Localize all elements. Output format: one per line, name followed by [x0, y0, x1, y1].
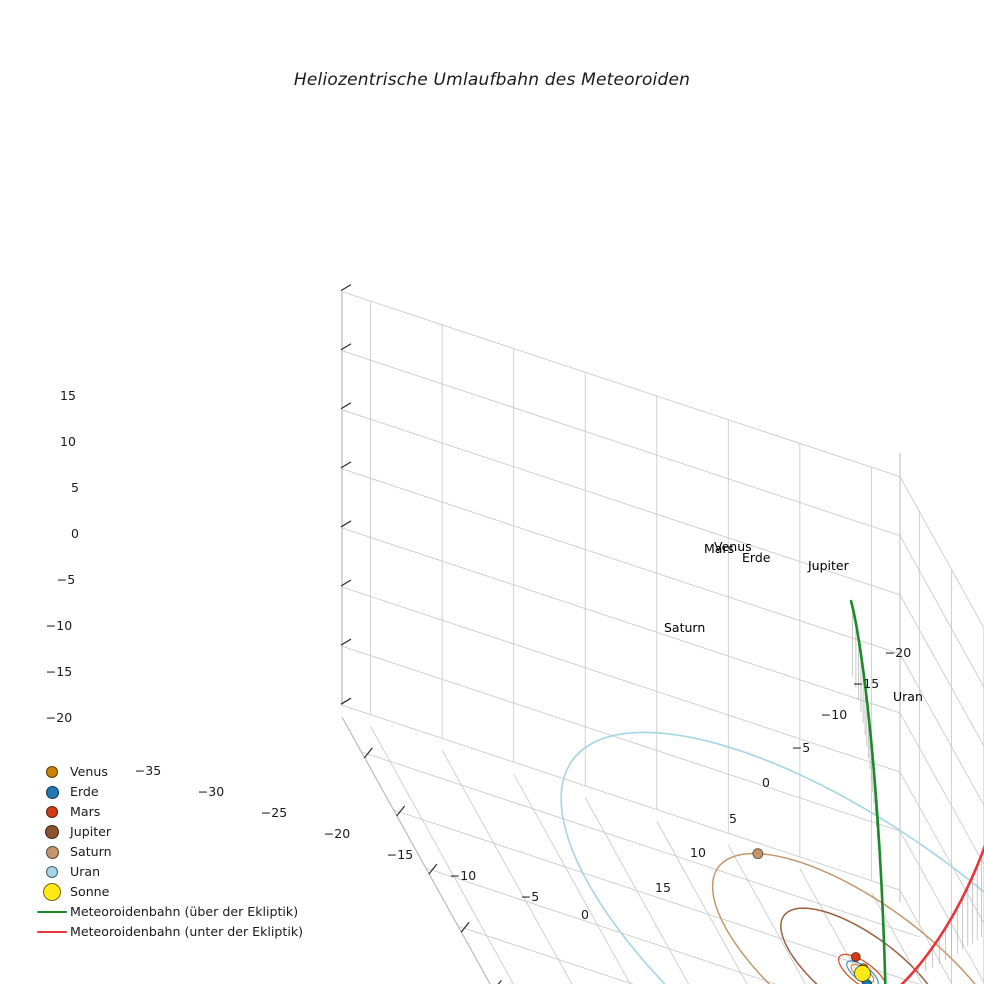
legend-marker-mars [34, 806, 70, 818]
orbit-uran [560, 731, 984, 984]
y-tick-label: 10 [690, 845, 706, 860]
z-tick-label: −20 [46, 710, 72, 725]
legend-marker-uran [34, 866, 70, 878]
z-tick-label: −5 [57, 572, 75, 587]
planet-label-jupiter: Jupiter [807, 558, 850, 573]
x-tick-label: −35 [135, 763, 161, 778]
legend-label: Venus [70, 764, 108, 779]
legend-item[interactable]: Mars [34, 802, 334, 822]
legend-label: Erde [70, 784, 99, 799]
pane-grid-floor [361, 726, 923, 984]
legend-label: Saturn [70, 844, 112, 859]
x-tick-label: −5 [521, 889, 539, 904]
y-tick-label: −20 [885, 645, 911, 660]
planet-label-erde: Erde [742, 550, 771, 565]
legend-item[interactable]: Venus [34, 762, 334, 782]
x-tick-label: −20 [324, 826, 350, 841]
planet-label-mars: Mars [704, 541, 734, 556]
legend-item[interactable]: Uran [34, 862, 334, 882]
y-tick-label: 5 [729, 811, 737, 826]
axis-tick-labels: 15 10 5 0 −5 −10 −15 −20 −35 −30 −25 −20 −15 −10 −5 0 −2… [46, 388, 911, 922]
pane-grid-right [341, 291, 901, 891]
legend-label: Jupiter [70, 824, 112, 839]
trajectory-drop-lines [852, 607, 982, 984]
planet-markers [752, 848, 873, 984]
meteoroid-trajectory [849, 599, 984, 984]
y-tick-label: −10 [821, 707, 847, 722]
legend-item[interactable]: Meteoroidenbahn (über der Ekliptik) [34, 902, 334, 922]
legend-item[interactable]: Saturn [34, 842, 334, 862]
planet-label-uran: Uran [893, 689, 923, 704]
marker-saturn [752, 848, 764, 860]
legend-item[interactable]: Jupiter [34, 822, 334, 842]
y-tick-label: 15 [655, 880, 671, 895]
x-tick-label: −30 [198, 784, 224, 799]
z-tick-label: −10 [46, 618, 72, 633]
trajectory-above-ecliptic [849, 599, 887, 984]
legend-marker-venus [34, 766, 70, 778]
legend-label: Meteoroidenbahn (unter der Ekliptik) [70, 924, 304, 939]
marker-mars [850, 952, 861, 962]
legend-item[interactable]: Meteoroidenbahn (unter der Ekliptik) [34, 922, 334, 942]
z-tick-label: −15 [46, 664, 72, 679]
z-tick-label: 5 [71, 480, 79, 495]
legend-marker-saturn [34, 845, 70, 859]
planet-label-venus: Venus [714, 539, 752, 554]
legend-label: Uran [70, 864, 101, 879]
pane-grid-left [899, 476, 984, 984]
axis-spines [341, 291, 901, 984]
legend-marker-jupiter [34, 825, 70, 839]
legend: Venus Erde Mars Jupiter Saturn Uran Sonn… [34, 762, 334, 942]
y-tick-label: −5 [792, 740, 810, 755]
chart-title: Heliozentrische Umlaufbahn des Meteoroid… [293, 70, 691, 90]
legend-label: Meteoroidenbahn (über der Ekliptik) [70, 904, 299, 919]
axis-tick-marks [340, 284, 502, 984]
legend-item[interactable]: Erde [34, 782, 334, 802]
legend-marker-erde [34, 785, 70, 799]
x-tick-label: 0 [581, 907, 589, 922]
legend-line-below-ecliptic [34, 930, 70, 934]
y-tick-label: 0 [762, 775, 770, 790]
legend-item[interactable]: Sonne [34, 882, 334, 902]
legend-marker-sonne [34, 883, 70, 901]
planet-label-saturn: Saturn [664, 620, 705, 635]
orbit-jupiter [780, 907, 929, 984]
trajectory-below-ecliptic [900, 844, 984, 984]
x-tick-label: −25 [261, 805, 287, 820]
legend-line-above-ecliptic [34, 910, 70, 914]
z-tick-label: 0 [71, 526, 79, 541]
z-tick-label: 10 [60, 434, 76, 449]
y-tick-label: −15 [853, 676, 879, 691]
orbit-ellipses [560, 731, 984, 984]
legend-label: Mars [70, 804, 101, 819]
legend-label: Sonne [70, 884, 110, 899]
z-tick-label: 15 [60, 388, 76, 403]
x-tick-label: −10 [450, 868, 476, 883]
orbit-saturn [711, 852, 976, 984]
x-tick-label: −15 [387, 847, 413, 862]
marker-sonne [854, 965, 871, 982]
